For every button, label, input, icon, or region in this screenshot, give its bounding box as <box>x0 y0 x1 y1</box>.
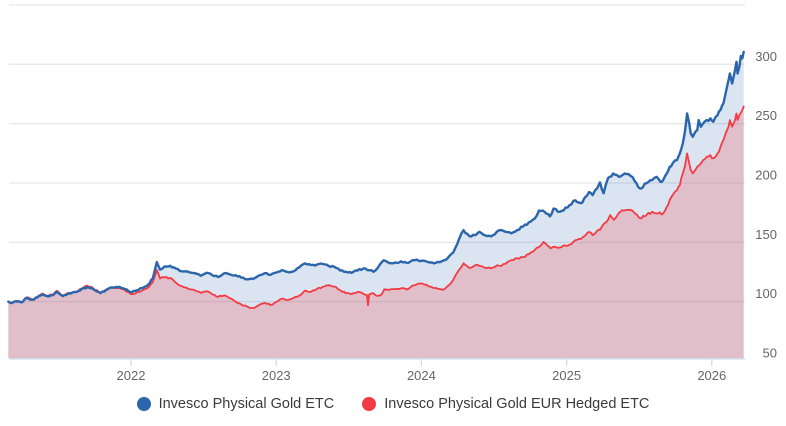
y-axis-label: 50 <box>763 346 777 361</box>
x-axis-label: 2023 <box>262 368 291 383</box>
legend-marker-red-icon <box>362 397 377 411</box>
chart-plot-area[interactable]: 2022 2023 2024 2025 2026 300 250 200 150 100 50 <box>0 0 786 392</box>
legend-label-invesco-physical-gold-eur-hedged-etc: Invesco Physical Gold EUR Hedged ETC <box>384 396 650 412</box>
x-axis-label: 2024 <box>407 368 436 383</box>
series-area-gold-eur-hedged <box>8 106 744 358</box>
y-axis-label: 200 <box>755 168 777 183</box>
legend-item-invesco-physical-gold-eur-hedged-etc[interactable]: Invesco Physical Gold EUR Hedged ETC <box>362 396 649 412</box>
y-axis-label: 250 <box>755 108 777 123</box>
x-axis-label: 2025 <box>552 368 581 383</box>
x-axis-label: 2026 <box>697 368 726 383</box>
legend-label-invesco-physical-gold-etc: Invesco Physical Gold ETC <box>158 396 335 412</box>
chart-legend: Invesco Physical Gold ETC Invesco Physic… <box>0 396 786 412</box>
y-axis-label: 150 <box>755 227 777 242</box>
series-area-gold <box>8 51 744 359</box>
x-axis-label: 2022 <box>117 368 146 383</box>
series-line-gold <box>7 50 745 305</box>
y-axis-label: 300 <box>755 49 777 64</box>
legend-item-invesco-physical-gold-etc[interactable]: Invesco Physical Gold ETC <box>136 396 335 412</box>
legend-marker-blue-icon <box>136 397 151 411</box>
y-axis-label: 100 <box>755 286 777 301</box>
